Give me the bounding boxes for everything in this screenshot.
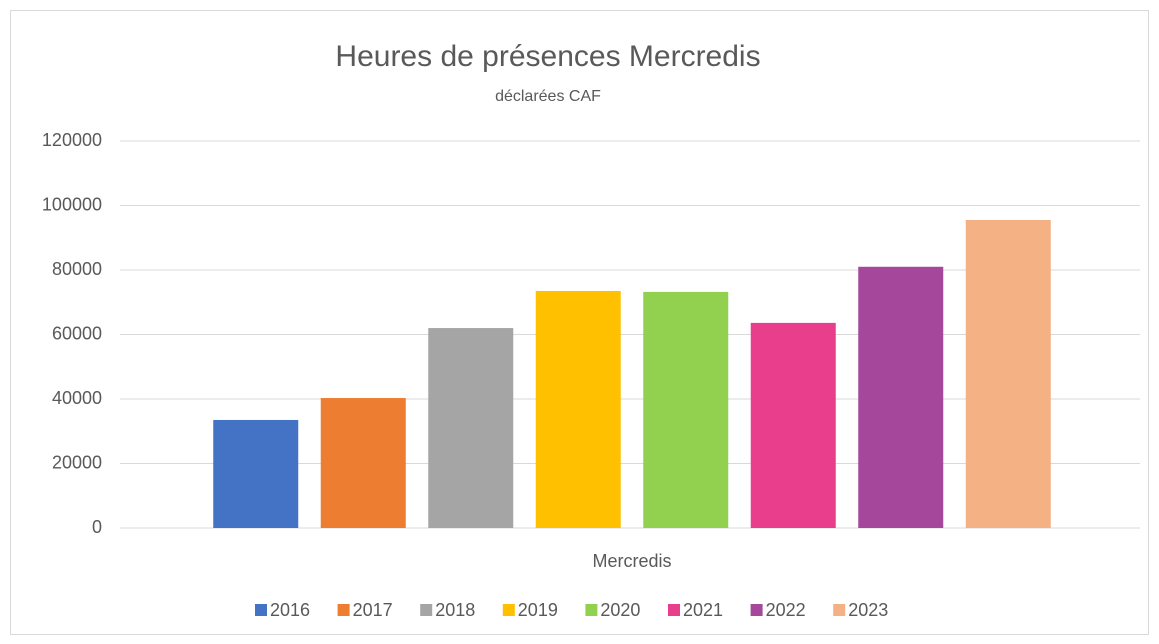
y-tick-label: 20000 — [52, 452, 102, 472]
legend-swatch — [420, 604, 433, 616]
y-tick-label: 120000 — [42, 130, 102, 150]
y-tick-label: 40000 — [52, 388, 102, 408]
bar — [428, 328, 514, 528]
legend-label: 2022 — [766, 600, 806, 620]
legend-swatch — [750, 604, 763, 616]
bar — [643, 291, 729, 528]
legend-label: 2023 — [848, 600, 888, 620]
legend-swatch — [668, 604, 680, 616]
y-tick-label: 0 — [92, 517, 102, 537]
legend-swatch — [502, 604, 515, 616]
bar — [320, 398, 406, 528]
chart-subtitle: déclarées CAF — [495, 88, 601, 105]
legend-label: 2020 — [600, 600, 640, 620]
x-axis-label: Mercredis — [592, 551, 671, 571]
y-tick-label: 80000 — [52, 259, 102, 279]
legend-swatch — [255, 604, 267, 616]
legend-swatch — [833, 604, 846, 616]
legend-label: 2018 — [435, 600, 475, 620]
bar — [213, 419, 299, 528]
y-tick-label: 60000 — [52, 323, 102, 343]
legend-label: 2021 — [683, 600, 723, 620]
bar — [750, 322, 836, 528]
bar — [858, 266, 944, 528]
legend-label: 2016 — [270, 600, 310, 620]
chart-title: Heures de présences Mercredis — [335, 40, 760, 73]
legend-label: 2019 — [518, 600, 558, 620]
bar — [535, 290, 621, 528]
legend-swatch — [585, 604, 598, 616]
y-tick-label: 100000 — [42, 194, 102, 214]
legend-swatch — [337, 604, 350, 616]
bar — [965, 220, 1051, 528]
legend-label: 2017 — [353, 600, 393, 620]
